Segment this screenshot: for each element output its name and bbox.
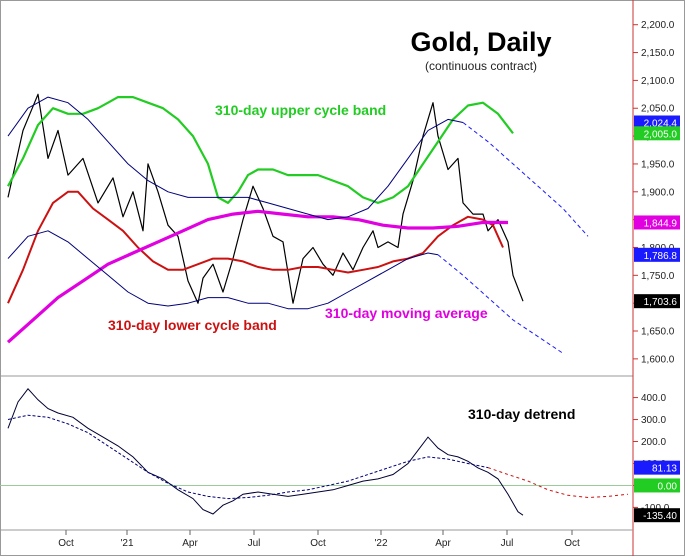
x-tick-label: Jul [501,538,514,549]
series-line-lower-projection [437,254,564,354]
value-label-box [634,460,680,475]
lower-panel-lines [0,388,633,516]
detrend-annotation: 310-day detrend [468,406,575,422]
y-tick-label: 2,100.0 [641,76,675,87]
value-label-text: -135.40 [643,511,677,522]
y-tick-label: 400.0 [641,393,666,404]
x-tick-label: Jul [248,538,261,549]
series-line-detrend-cycle [7,414,489,500]
series-line-lower-envelope [7,230,439,310]
chart-title: Gold, Daily [410,27,551,57]
value-label-text: 1,844.9 [644,218,678,229]
x-tick-label: '22 [374,538,387,549]
value-label-text: 2,024.4 [644,119,678,130]
lower-cycle-annotation: 310-day lower cycle band [108,317,277,333]
value-label-box [634,508,680,523]
series-line-310-day-moving-average [6,209,509,344]
moving-average-annotation: 310-day moving average [325,305,488,321]
series-line-310-day-upper-cycle-band [7,96,514,204]
y-tick-label: 1,900.0 [641,187,675,198]
value-label: 1,703.6 [634,294,680,309]
value-label: 81.13 [634,460,680,475]
main-panel-lines [6,93,589,354]
value-label-text: 81.13 [652,464,677,475]
value-label: 2,005.0 [634,126,680,141]
y-tick-label: 1,750.0 [641,271,675,282]
value-label-box [634,126,680,141]
value-labels: 2,024.42,005.0 1,844.9 1,786.8 1,703.6 81.13… [634,115,680,523]
upper-cycle-annotation: 310-day upper cycle band [215,102,386,118]
chart-subtitle: (continuous contract) [425,59,537,73]
series-line-upper-envelope [7,96,464,221]
x-tick-label: Oct [58,538,74,549]
value-label: 2,024.4 [634,115,680,130]
x-tick-label: Oct [564,538,580,549]
value-label-box [634,115,680,130]
y-tick-label: 1,950.0 [641,159,675,170]
value-label: -135.40 [634,508,680,523]
value-label-box [634,215,680,230]
x-tick-label: Apr [435,538,451,549]
x-tick-label: Oct [310,538,326,549]
value-label: 0.00 [634,478,680,493]
value-label-text: 1,786.8 [644,251,678,262]
x-axis-ticks: Oct '21 Apr Jul Oct '22 Apr Jul Oct [58,530,580,549]
x-tick-label: '21 [120,538,133,549]
series-line-310-day-lower-cycle-band [7,190,504,304]
y-tick-label: 300.0 [641,415,666,426]
y-tick-label: 200.0 [641,437,666,448]
series-line-detrend-projection [487,467,629,499]
series-line-gold-daily [7,93,524,304]
value-label-text: 0.00 [658,481,678,492]
y-tick-label: 2,200.0 [641,20,675,31]
value-label: 1,786.8 [634,247,680,262]
value-label: 1,844.9 [634,215,680,230]
value-label-text: 2,005.0 [644,129,678,140]
y-tick-label: 2,050.0 [641,104,675,115]
value-label-text: 1,703.6 [644,297,678,308]
y-tick-label: 1,650.0 [641,327,675,338]
x-tick-label: Apr [182,538,198,549]
y-tick-label: 2,150.0 [641,48,675,59]
value-label-box [634,247,680,262]
y-tick-label: 1,600.0 [641,354,675,365]
value-label-box [634,294,680,309]
value-label-box [634,478,680,493]
